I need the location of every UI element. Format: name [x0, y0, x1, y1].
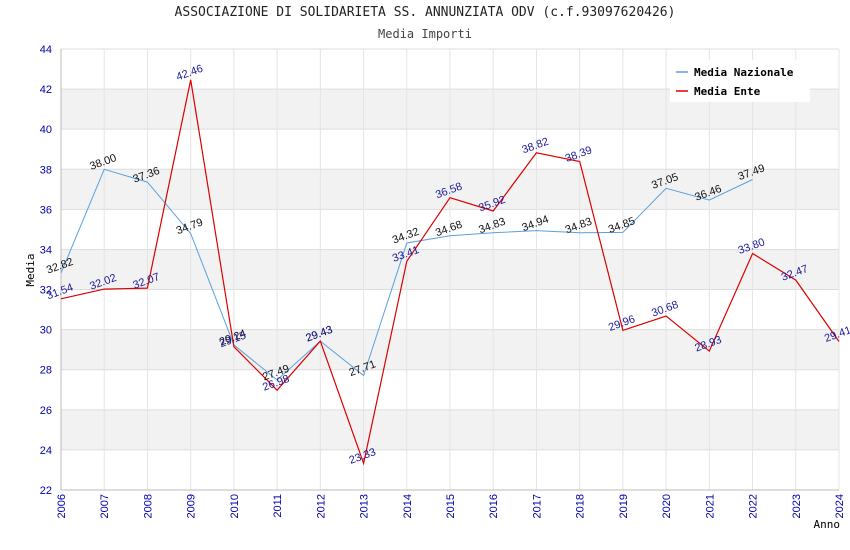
chart-title: ASSOCIAZIONE DI SOLIDARIETA SS. ANNUNZIA…: [174, 5, 676, 20]
y-axis-label: Media: [24, 253, 37, 286]
x-tick-label: 2017: [531, 494, 543, 518]
x-tick-label: 2007: [99, 494, 111, 518]
y-tick-label: 40: [40, 124, 52, 136]
series-line-media-ente: [60, 79, 840, 466]
chart-subtitle: Media Importi: [378, 27, 472, 41]
x-tick-labels: 2006 2007 2008 2009 2010 2011 2012 2013 2014 2015…: [56, 494, 846, 518]
y-tick-labels: 22 24 26 28 30 32 34 36 38 40 42 44: [40, 44, 52, 497]
x-tick-label: 2013: [359, 494, 371, 518]
x-tick-label: 2009: [186, 494, 198, 518]
y-tick-label: 24: [40, 445, 52, 457]
x-tick-label: 2006: [56, 494, 68, 518]
x-tick-label: 2010: [229, 494, 241, 518]
series-lines: [60, 79, 840, 466]
y-tick-label: 28: [40, 365, 52, 377]
x-tick-label: 2014: [402, 494, 414, 518]
x-tick-label: 2021: [704, 494, 716, 518]
y-tick-label: 32: [40, 285, 52, 297]
y-tick-label: 44: [40, 44, 52, 56]
legend: Media Nazionale Media Ente: [670, 60, 810, 102]
y-tick-label: 26: [40, 405, 52, 417]
x-tick-label: 2018: [575, 494, 587, 518]
axes: [60, 49, 839, 491]
y-tick-label: 30: [40, 325, 52, 337]
y-tick-label: 42: [40, 84, 52, 96]
legend-box: [670, 60, 810, 102]
x-axis-label: Anno: [814, 518, 841, 531]
y-tick-label: 34: [40, 244, 52, 256]
x-tick-label: 2019: [618, 494, 630, 518]
x-tick-label: 2012: [315, 494, 327, 518]
series-line-media-nazionale: [60, 168, 753, 381]
y-tick-label: 22: [40, 485, 52, 497]
x-tick-label: 2011: [272, 494, 284, 518]
data-label-ente: 42.46: [175, 63, 205, 84]
x-tick-label: 2015: [445, 494, 457, 518]
x-tick-label: 2023: [791, 494, 803, 518]
x-tick-label: 2016: [488, 494, 500, 518]
legend-label: Media Ente: [694, 85, 761, 98]
x-tick-label: 2020: [661, 494, 673, 518]
x-tick-label: 2024: [834, 494, 846, 518]
x-tick-label: 2008: [142, 494, 154, 518]
grid-lines: [60, 48, 840, 491]
y-tick-label: 38: [40, 164, 52, 176]
legend-label: Media Nazionale: [694, 66, 794, 79]
x-tick-label: 2022: [748, 494, 760, 518]
y-tick-label: 36: [40, 204, 52, 216]
